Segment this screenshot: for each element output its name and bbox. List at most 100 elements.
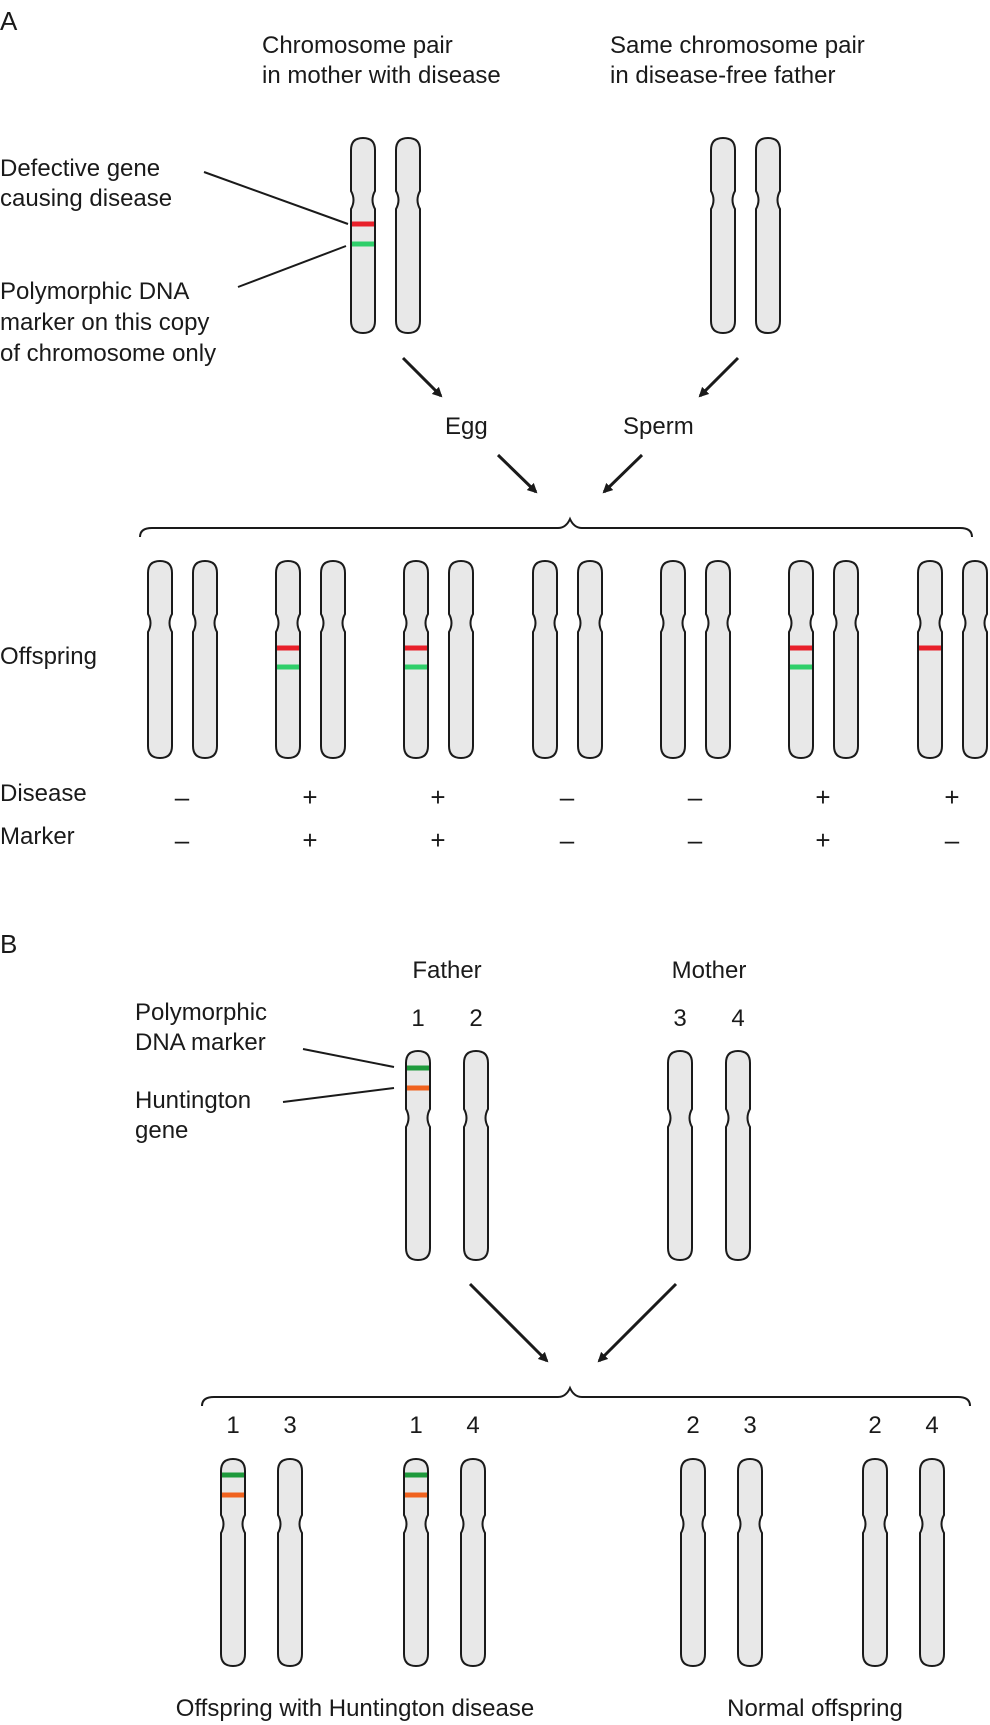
defective-gene-label-line1: Defective gene xyxy=(0,155,160,182)
offspring-pair-1: –– xyxy=(147,559,218,855)
offspring-pair-7: +– xyxy=(917,559,988,855)
mother-caption-line1: Chromosome pair xyxy=(262,32,453,59)
offspring-chromosome-maternal xyxy=(532,559,558,760)
huntington-gene-label-line2: gene xyxy=(135,1117,188,1144)
offspring-chromosome-number: 3 xyxy=(743,1412,756,1439)
offspring-chromosome-paternal xyxy=(680,1457,706,1668)
marker-label-line1: Polymorphic DNA xyxy=(0,278,189,305)
mother-chromosome-normal xyxy=(395,136,421,335)
disease-status-value: + xyxy=(430,782,445,812)
egg-to-offspring-arrow xyxy=(496,453,538,494)
panel-b-offspring-brace xyxy=(201,1385,971,1407)
huntington-gene-leader-line xyxy=(282,1087,395,1103)
offspring-pair-4: –– xyxy=(532,559,603,855)
disease-status-value: – xyxy=(560,782,575,812)
mother-chromosome-4 xyxy=(725,1049,751,1262)
marker-leader-line xyxy=(237,245,347,288)
mother-chromosome-number-3: 3 xyxy=(673,1005,686,1032)
marker-status-value: – xyxy=(560,825,575,855)
offspring-pair-2: ++ xyxy=(275,559,346,855)
father-chromosome-number-2: 2 xyxy=(469,1005,482,1032)
offspring-chromosome-number: 4 xyxy=(466,1412,479,1439)
polymorphic-marker-label-line1: Polymorphic xyxy=(135,999,267,1026)
offspring-chromosome-paternal xyxy=(220,1457,246,1668)
disease-row-label: Disease xyxy=(0,780,87,807)
offspring-chromosome-maternal xyxy=(277,1457,303,1668)
marker-status-value: + xyxy=(815,825,830,855)
offspring-chromosome-paternal xyxy=(192,559,218,760)
offspring-pair-3: ++ xyxy=(403,559,474,855)
offspring-pair-5: –– xyxy=(660,559,731,855)
offspring-chromosome-number: 3 xyxy=(283,1412,296,1439)
egg-label: Egg xyxy=(445,413,488,440)
marker-status-value: – xyxy=(175,825,190,855)
panel-b-parent-chromosomes xyxy=(405,1049,751,1262)
offspring-chromosome-maternal xyxy=(737,1457,763,1668)
panel-a-parent-chromosomes xyxy=(350,136,781,335)
polymorphic-marker-leader-line xyxy=(302,1048,395,1068)
father-caption-line1: Same chromosome pair xyxy=(610,32,865,59)
mother-label: Mother xyxy=(672,957,747,984)
disease-status-value: – xyxy=(175,782,190,812)
offspring-chromosome-paternal xyxy=(577,559,603,760)
father-chromosome-2 xyxy=(463,1049,489,1262)
offspring-chromosome-maternal xyxy=(275,559,301,760)
disease-status-value: + xyxy=(944,782,959,812)
mother-to-offspring-arrow xyxy=(597,1282,678,1363)
disease-status-value: + xyxy=(815,782,830,812)
offspring-chromosome-paternal xyxy=(962,559,988,760)
mother-chromosome-number-4: 4 xyxy=(731,1005,744,1032)
marker-status-value: + xyxy=(302,825,317,855)
offspring-chromosome-maternal xyxy=(403,559,429,760)
offspring-chromosome-paternal xyxy=(448,559,474,760)
offspring-label: Offspring xyxy=(0,643,97,670)
mother-chromosome-affected xyxy=(350,136,376,335)
offspring-chromosome-paternal xyxy=(833,559,859,760)
mother-chromosome-3 xyxy=(667,1049,693,1262)
offspring-chromosome-maternal xyxy=(147,559,173,760)
offspring-chromosome-paternal xyxy=(705,559,731,760)
offspring-chromosome-maternal xyxy=(460,1457,486,1668)
panel-a-offspring-brace xyxy=(139,516,973,538)
offspring-chromosome-maternal xyxy=(788,559,814,760)
polymorphic-marker-label-line2: DNA marker xyxy=(135,1029,266,1056)
marker-status-value: – xyxy=(945,825,960,855)
panel-a: A Chromosome pair in mother with disease… xyxy=(0,6,988,855)
offspring-chromosome-number: 2 xyxy=(686,1412,699,1439)
sperm-label: Sperm xyxy=(623,413,694,440)
defective-gene-leader-line xyxy=(203,171,349,225)
father-to-sperm-arrow xyxy=(698,356,740,398)
father-chromosome-left xyxy=(710,136,736,335)
defective-gene-label-line2: causing disease xyxy=(0,185,172,212)
father-chromosome-right xyxy=(755,136,781,335)
offspring-pair-6: ++ xyxy=(788,559,859,855)
marker-status-value: + xyxy=(430,825,445,855)
father-to-offspring-arrow xyxy=(468,1282,549,1363)
panel-a-offspring-group: ––++++––––+++– xyxy=(147,559,988,855)
normal-offspring-caption: Normal offspring xyxy=(727,1695,903,1722)
father-caption-line2: in disease-free father xyxy=(610,62,835,89)
father-chromosome-1 xyxy=(405,1049,431,1262)
offspring-chromosome-number: 1 xyxy=(409,1412,422,1439)
marker-row-label: Marker xyxy=(0,823,75,850)
father-label: Father xyxy=(412,957,481,984)
offspring-chromosome-number: 1 xyxy=(226,1412,239,1439)
offspring-chromosome-paternal xyxy=(320,559,346,760)
father-chromosome-number-1: 1 xyxy=(411,1005,424,1032)
marker-label-line2: marker on this copy xyxy=(0,309,209,336)
offspring-chromosome-paternal xyxy=(862,1457,888,1668)
sperm-to-offspring-arrow xyxy=(602,453,644,494)
offspring-chromosome-number: 4 xyxy=(925,1412,938,1439)
panel-a-letter: A xyxy=(0,6,18,36)
offspring-chromosome-maternal xyxy=(919,1457,945,1668)
disease-status-value: – xyxy=(688,782,703,812)
marker-label-line3: of chromosome only xyxy=(0,340,216,367)
huntington-gene-label-line1: Huntington xyxy=(135,1087,251,1114)
marker-status-value: – xyxy=(688,825,703,855)
